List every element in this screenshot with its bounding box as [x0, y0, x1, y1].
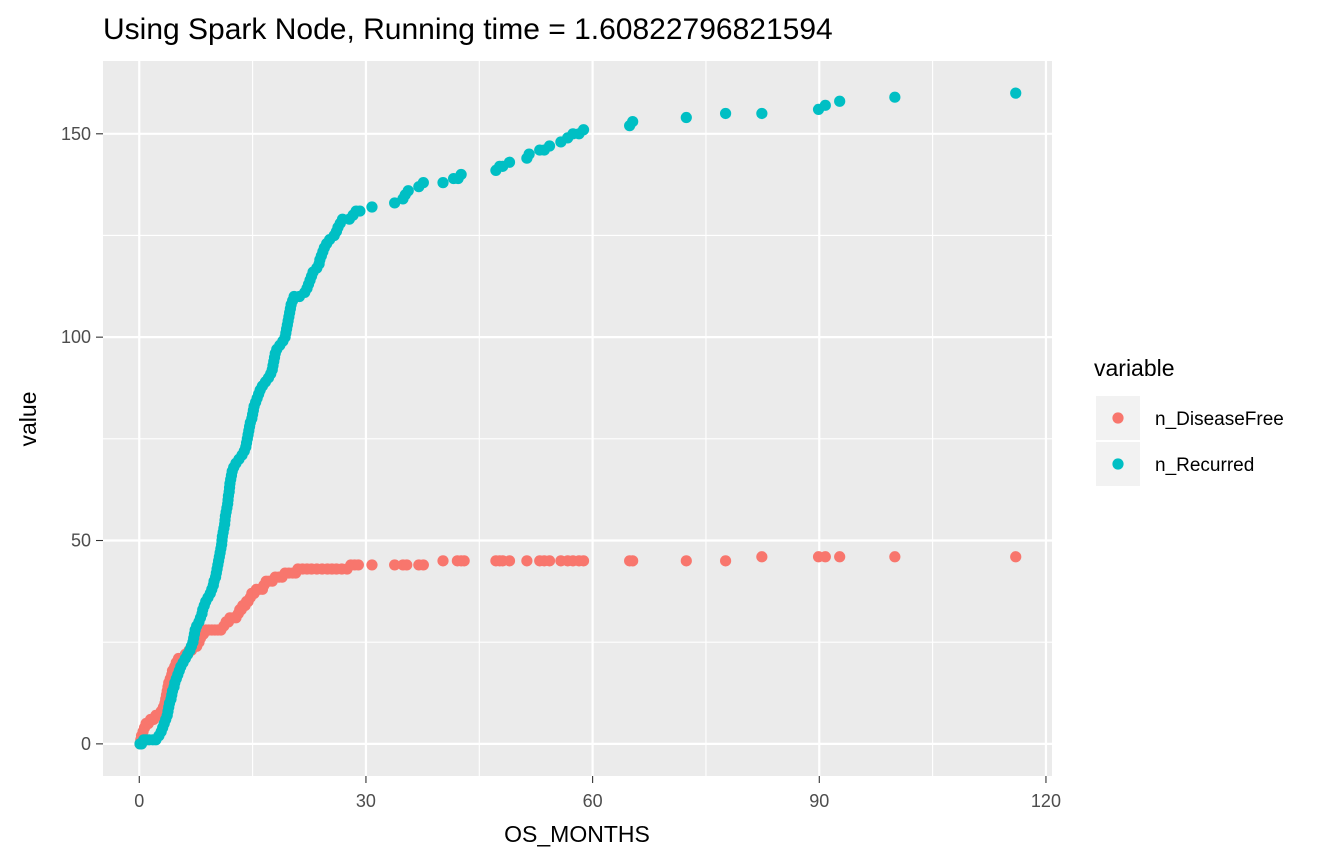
point-n-recurred [455, 168, 467, 181]
y-axis-ticks: 0 50 100 150 [61, 124, 103, 754]
point-n-diseasefree [352, 559, 364, 571]
legend-label-diseasefree: n_DiseaseFree [1155, 409, 1284, 430]
point-n-diseasefree [437, 555, 449, 567]
point-n-diseasefree [521, 555, 533, 567]
point-n-diseasefree [889, 551, 901, 563]
point-n-recurred [417, 177, 429, 189]
point-n-recurred [354, 205, 366, 217]
point-n-diseasefree [834, 551, 846, 563]
x-tick-label: 90 [809, 791, 829, 811]
point-n-recurred [819, 99, 831, 111]
legend-marker-diseasefree [1112, 412, 1124, 424]
x-tick-label: 60 [583, 791, 603, 811]
legend-title: variable [1094, 355, 1175, 381]
point-n-diseasefree [627, 555, 639, 567]
x-tick-label: 0 [134, 791, 144, 811]
point-n-recurred [889, 91, 901, 103]
y-tick-label: 50 [71, 531, 91, 551]
point-n-recurred [437, 177, 449, 189]
x-axis-ticks: 0 30 60 90 120 [134, 776, 1061, 811]
point-n-diseasefree [719, 555, 732, 567]
point-n-diseasefree [417, 559, 429, 571]
x-tick-label: 120 [1031, 791, 1061, 811]
y-tick-label: 0 [81, 734, 91, 754]
point-n-recurred [366, 201, 378, 213]
point-n-recurred [543, 140, 556, 152]
point-n-recurred [389, 197, 401, 209]
y-tick-label: 150 [61, 124, 91, 144]
point-n-diseasefree [543, 555, 556, 567]
point-n-diseasefree [401, 559, 413, 571]
point-n-diseasefree [819, 551, 831, 563]
point-n-recurred [523, 148, 535, 160]
point-n-recurred [834, 95, 846, 107]
y-axis-title: value [15, 392, 41, 447]
point-n-diseasefree [389, 559, 401, 571]
point-n-recurred [402, 185, 414, 197]
plot-panel [103, 61, 1052, 776]
point-n-recurred [680, 111, 692, 124]
point-n-recurred [719, 107, 732, 120]
legend-label-recurred: n_Recurred [1155, 455, 1254, 476]
y-tick-label: 100 [61, 327, 91, 347]
point-n-recurred [756, 107, 768, 120]
data-points [134, 87, 1022, 750]
point-n-diseasefree [1010, 551, 1022, 563]
x-tick-label: 30 [356, 791, 376, 811]
point-n-diseasefree [577, 555, 590, 567]
x-axis-title: OS_MONTHS [504, 821, 650, 847]
point-n-diseasefree [458, 555, 470, 567]
legend-marker-recurred [1112, 458, 1124, 470]
chart-title: Using Spark Node, Running time = 1.60822… [103, 13, 833, 46]
major-gridlines [103, 61, 1052, 776]
point-n-diseasefree [503, 555, 516, 567]
minor-gridlines [103, 61, 1052, 776]
point-n-diseasefree [680, 555, 692, 567]
point-n-recurred [1010, 87, 1022, 99]
point-n-recurred [577, 124, 590, 136]
point-n-recurred [627, 116, 639, 128]
point-n-diseasefree [366, 559, 378, 571]
legend: variable n_DiseaseFree n_Recurred [1094, 355, 1284, 486]
point-n-diseasefree [756, 551, 768, 563]
point-n-recurred [503, 156, 516, 168]
